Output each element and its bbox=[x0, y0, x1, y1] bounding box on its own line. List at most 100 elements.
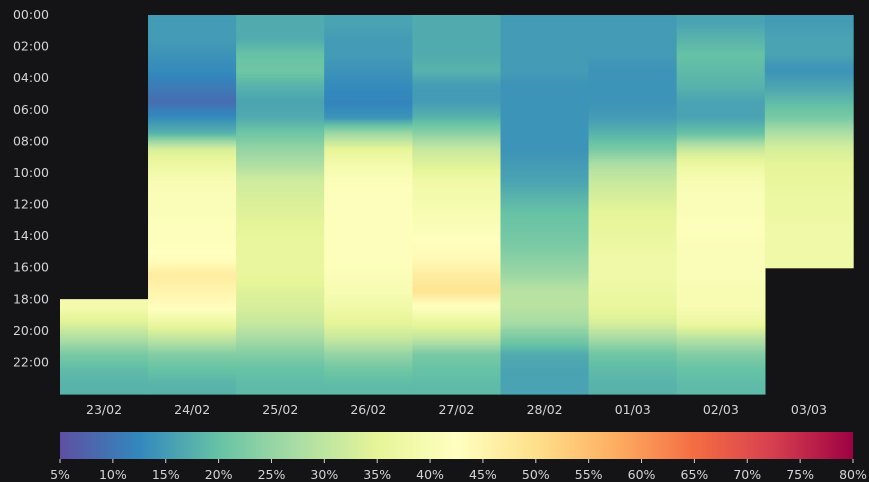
heatmap-subcell bbox=[148, 48, 237, 51]
heatmap-subcell bbox=[324, 202, 414, 205]
heatmap-subcell bbox=[236, 149, 325, 152]
heatmap-subcell bbox=[148, 135, 237, 138]
heatmap-subcell bbox=[148, 88, 237, 91]
heatmap-subcell bbox=[676, 378, 766, 381]
heatmap-subcell bbox=[412, 165, 502, 168]
heatmap-subcell bbox=[236, 317, 325, 320]
heatmap-subcell bbox=[588, 113, 678, 117]
heatmap-subcell bbox=[236, 119, 325, 122]
heatmap-subcell bbox=[764, 261, 854, 265]
heatmap-subcell bbox=[324, 281, 414, 284]
heatmap-subcell bbox=[324, 354, 414, 357]
heatmap-subcell bbox=[324, 311, 414, 314]
heatmap-subcell bbox=[500, 145, 590, 148]
heatmap-subcell bbox=[588, 344, 678, 348]
heatmap-subcell bbox=[148, 332, 237, 336]
heatmap-subcell bbox=[588, 291, 678, 294]
heatmap-subcell bbox=[412, 295, 502, 298]
heatmap-subcell bbox=[500, 390, 590, 393]
heatmap-subcell bbox=[588, 163, 678, 166]
heatmap-subcell bbox=[676, 261, 766, 265]
heatmap-subcell bbox=[148, 196, 237, 199]
heatmap-subcell bbox=[236, 184, 325, 188]
heatmap-subcell bbox=[324, 95, 414, 99]
heatmap-subcell bbox=[764, 206, 854, 209]
heatmap-subcell bbox=[148, 28, 237, 32]
heatmap-subcell bbox=[764, 153, 854, 156]
heatmap-subcell bbox=[500, 249, 590, 253]
heatmap-subcell bbox=[412, 178, 502, 182]
heatmap-subcell bbox=[412, 91, 502, 95]
heatmap-subcell bbox=[676, 74, 766, 77]
heatmap-subcell bbox=[60, 340, 149, 344]
heatmap-subcell bbox=[148, 216, 237, 219]
heatmap-subcell bbox=[500, 330, 590, 334]
heatmap-subcell bbox=[236, 26, 325, 30]
heatmap-subcell bbox=[676, 307, 766, 310]
heatmap-subcell bbox=[588, 155, 678, 158]
heatmap-subcell bbox=[412, 15, 502, 18]
heatmap-subcell bbox=[236, 358, 325, 361]
heatmap-subcell bbox=[412, 366, 502, 369]
heatmap-subcell bbox=[324, 309, 414, 312]
heatmap-subcell bbox=[236, 190, 325, 194]
heatmap-subcell bbox=[588, 228, 678, 231]
heatmap-subcell bbox=[236, 263, 325, 267]
heatmap-subcell bbox=[676, 68, 766, 71]
heatmap-subcell bbox=[60, 324, 149, 328]
y-tick-label: 06:00 bbox=[13, 102, 49, 117]
heatmap-subcell bbox=[500, 82, 590, 85]
heatmap-subcell bbox=[676, 311, 766, 314]
heatmap-subcell bbox=[60, 346, 149, 349]
heatmap-subcell bbox=[764, 74, 854, 77]
heatmap-subcell bbox=[676, 18, 766, 22]
heatmap-subcell bbox=[676, 129, 766, 132]
heatmap-subcell bbox=[148, 255, 237, 259]
heatmap-subcell bbox=[500, 46, 590, 49]
heatmap-subcell bbox=[236, 163, 325, 166]
heatmap-subcell bbox=[324, 101, 414, 105]
heatmap-subcell bbox=[588, 275, 678, 278]
heatmap-subcell bbox=[500, 265, 590, 269]
heatmap-subcell bbox=[236, 56, 325, 59]
heatmap-subcell bbox=[324, 224, 414, 227]
heatmap-subcell bbox=[324, 38, 414, 42]
heatmap-subcell bbox=[588, 366, 678, 369]
heatmap-subcell bbox=[412, 48, 502, 51]
heatmap-subcell bbox=[500, 318, 590, 322]
heatmap-subcell bbox=[500, 56, 590, 59]
heatmap-subcell bbox=[588, 46, 678, 49]
heatmap-subcell bbox=[676, 317, 766, 320]
heatmap-subcell bbox=[588, 390, 678, 393]
heatmap-subcell bbox=[588, 18, 678, 22]
heatmap-subcell bbox=[148, 222, 237, 225]
heatmap-subcell bbox=[676, 84, 766, 87]
heatmap-subcell bbox=[148, 60, 237, 63]
heatmap-subcell bbox=[764, 174, 854, 178]
heatmap-subcell bbox=[588, 326, 678, 330]
heatmap-subcell bbox=[236, 153, 325, 156]
heatmap-subcell bbox=[676, 271, 766, 274]
heatmap-subcell bbox=[236, 68, 325, 71]
heatmap-subcell bbox=[676, 255, 766, 259]
heatmap-subcell bbox=[764, 168, 854, 172]
x-tick-label: 02/03 bbox=[703, 402, 739, 417]
heatmap-subcell bbox=[676, 230, 766, 233]
heatmap-subcell bbox=[412, 307, 502, 310]
heatmap-subcell bbox=[148, 66, 237, 69]
heatmap-subcell bbox=[588, 338, 678, 342]
heatmap-subcell bbox=[324, 322, 414, 326]
heatmap-subcell bbox=[324, 161, 414, 164]
heatmap-subcell bbox=[236, 166, 325, 170]
heatmap-subcell bbox=[676, 121, 766, 124]
heatmap-subcell bbox=[500, 354, 590, 357]
heatmap-subcell bbox=[236, 127, 325, 130]
heatmap-subcell bbox=[148, 370, 237, 373]
heatmap-subcell bbox=[588, 111, 678, 115]
heatmap-subcell bbox=[148, 212, 237, 215]
heatmap-subcell bbox=[764, 257, 854, 261]
heatmap-subcell bbox=[500, 226, 590, 229]
heatmap-subcell bbox=[236, 155, 325, 158]
heatmap-subcell bbox=[412, 230, 502, 233]
heatmap-subcell bbox=[412, 243, 502, 247]
